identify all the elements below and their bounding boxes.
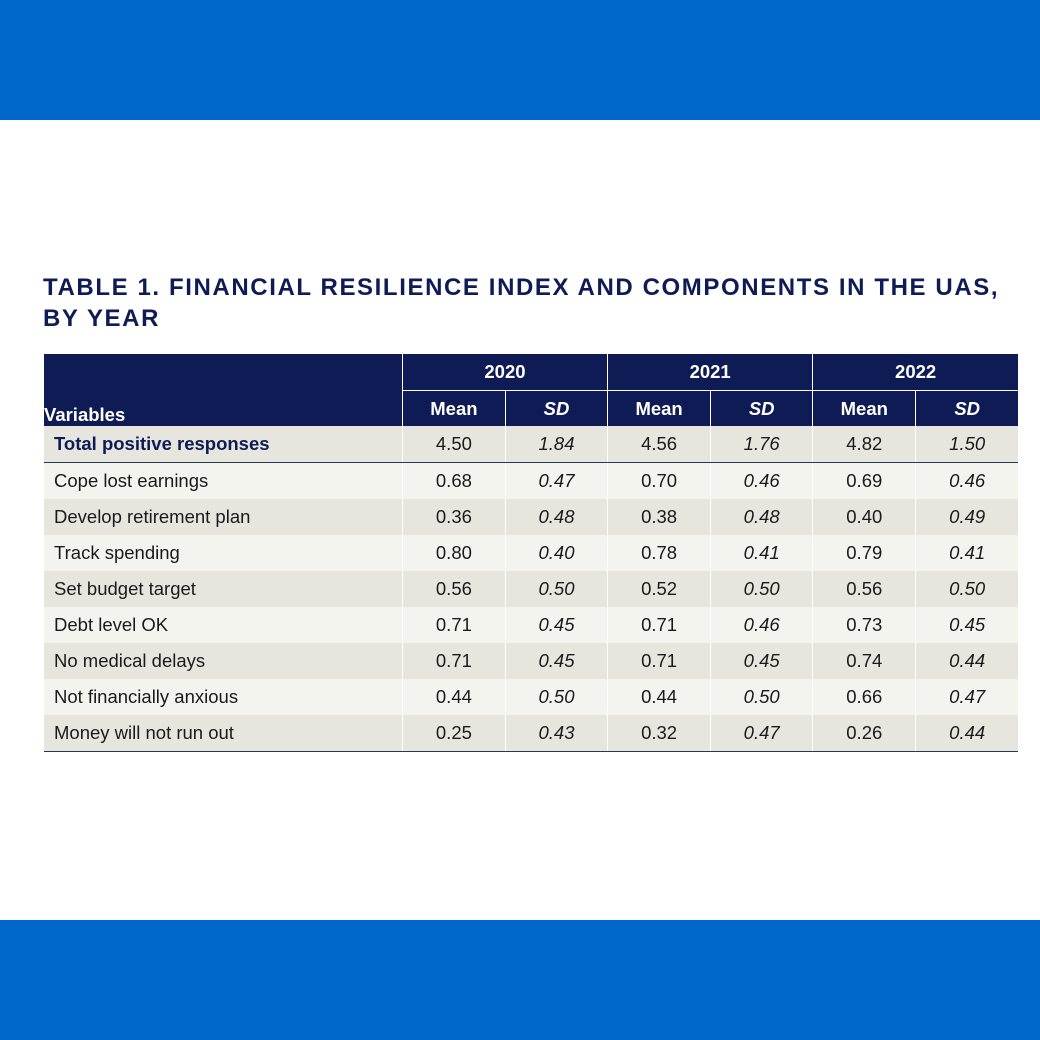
sd-cell: 1.76 <box>710 426 813 463</box>
variable-name: Set budget target <box>44 571 403 607</box>
sd-cell: 0.45 <box>915 607 1018 643</box>
mean-cell: 0.73 <box>812 607 916 643</box>
mean-cell: 4.82 <box>812 426 916 463</box>
year-header-2020: 2020 <box>401 354 608 391</box>
mean-cell: 0.69 <box>812 462 916 499</box>
sd-cell: 0.50 <box>504 571 608 607</box>
mean-header: Mean <box>401 390 506 426</box>
variable-name: No medical delays <box>44 643 403 679</box>
mean-cell: 0.56 <box>812 571 916 607</box>
mean-cell: 0.26 <box>812 715 916 752</box>
sd-cell: 0.46 <box>915 462 1018 499</box>
sd-cell: 1.50 <box>915 426 1018 463</box>
mean-cell: 0.80 <box>401 535 506 571</box>
sd-cell: 0.41 <box>915 535 1018 571</box>
mean-cell: 0.71 <box>401 643 506 679</box>
mean-cell: 0.52 <box>607 571 711 607</box>
sd-cell: 0.41 <box>710 535 813 571</box>
sd-header: SD <box>915 390 1018 426</box>
sd-cell: 0.44 <box>915 643 1018 679</box>
mean-cell: 0.74 <box>812 643 916 679</box>
variable-name: Develop retirement plan <box>44 499 403 535</box>
sd-cell: 0.47 <box>504 462 608 499</box>
sd-cell: 0.49 <box>915 499 1018 535</box>
variable-name: Track spending <box>44 535 403 571</box>
sd-cell: 0.45 <box>710 643 813 679</box>
variable-name: Money will not run out <box>44 715 403 752</box>
sd-cell: 0.45 <box>504 643 608 679</box>
mean-cell: 0.70 <box>607 462 711 499</box>
mean-cell: 0.32 <box>607 715 711 752</box>
resilience-table: Variables 2020 2021 2022 Mean SD Mean SD… <box>44 354 1018 752</box>
sd-header: SD <box>504 390 608 426</box>
mean-cell: 0.78 <box>607 535 711 571</box>
mean-cell: 0.40 <box>812 499 916 535</box>
sd-cell: 0.44 <box>915 715 1018 752</box>
sd-cell: 0.47 <box>710 715 813 752</box>
table-row: Debt level OK 0.71 0.45 0.71 0.46 0.73 0.45 <box>44 607 1018 643</box>
sd-cell: 0.50 <box>710 679 813 715</box>
total-row: Total positive responses 4.50 1.84 4.56 1.76… <box>44 426 1018 463</box>
variable-name: Cope lost earnings <box>44 462 403 499</box>
table-row: Money will not run out 0.25 0.43 0.32 0.47 0.… <box>44 715 1018 752</box>
mean-cell: 4.50 <box>401 426 506 463</box>
sd-cell: 0.48 <box>710 499 813 535</box>
mean-cell: 0.71 <box>607 643 711 679</box>
variables-header: Variables <box>44 354 403 426</box>
mean-cell: 0.79 <box>812 535 916 571</box>
table-row: Develop retirement plan 0.36 0.48 0.38 0.48 0… <box>44 499 1018 535</box>
mean-cell: 0.71 <box>607 607 711 643</box>
variable-name: Total positive responses <box>44 426 403 463</box>
mean-cell: 0.25 <box>401 715 506 752</box>
sd-cell: 0.40 <box>504 535 608 571</box>
sd-cell: 0.43 <box>504 715 608 752</box>
sd-cell: 0.50 <box>504 679 608 715</box>
variable-name: Debt level OK <box>44 607 403 643</box>
mean-cell: 0.44 <box>401 679 506 715</box>
bottom-banner <box>0 920 1040 1040</box>
sd-header: SD <box>710 390 813 426</box>
mean-cell: 4.56 <box>607 426 711 463</box>
variable-name: Not financially anxious <box>44 679 403 715</box>
mean-cell: 0.56 <box>401 571 506 607</box>
mean-cell: 0.36 <box>401 499 506 535</box>
table-row: Set budget target 0.56 0.50 0.52 0.50 0.56 0.5… <box>44 571 1018 607</box>
sd-cell: 0.46 <box>710 462 813 499</box>
table-row: Not financially anxious 0.44 0.50 0.44 0.50 0… <box>44 679 1018 715</box>
sd-cell: 0.50 <box>915 571 1018 607</box>
sd-cell: 0.50 <box>710 571 813 607</box>
sd-cell: 1.84 <box>504 426 608 463</box>
table-title: TABLE 1. FINANCIAL RESILIENCE INDEX AND … <box>43 274 1000 332</box>
sd-cell: 0.48 <box>504 499 608 535</box>
year-header-2022: 2022 <box>812 354 1018 391</box>
mean-cell: 0.38 <box>607 499 711 535</box>
top-banner <box>0 0 1040 120</box>
table-row: No medical delays 0.71 0.45 0.71 0.45 0.74 0.4… <box>44 643 1018 679</box>
mean-cell: 0.66 <box>812 679 916 715</box>
mean-cell: 0.44 <box>607 679 711 715</box>
mean-header: Mean <box>812 390 916 426</box>
year-header-2021: 2021 <box>607 354 813 391</box>
mean-cell: 0.71 <box>401 607 506 643</box>
table-row: Track spending 0.80 0.40 0.78 0.41 0.79 0.41 <box>44 535 1018 571</box>
table-row: Cope lost earnings 0.68 0.47 0.70 0.46 0.69 0.… <box>44 462 1018 499</box>
mean-cell: 0.68 <box>401 462 506 499</box>
sd-cell: 0.47 <box>915 679 1018 715</box>
sd-cell: 0.45 <box>504 607 608 643</box>
mean-header: Mean <box>607 390 711 426</box>
sd-cell: 0.46 <box>710 607 813 643</box>
